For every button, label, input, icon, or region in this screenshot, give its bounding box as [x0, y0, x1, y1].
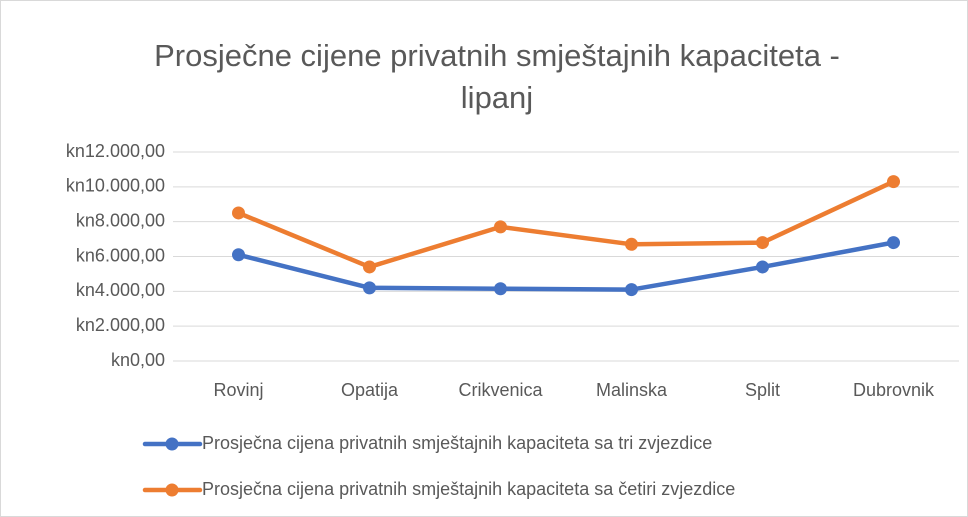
legend-marker: [165, 483, 179, 497]
data-point: [363, 260, 376, 274]
y-tick-label: kn0,00: [111, 350, 165, 370]
data-point: [494, 282, 507, 296]
legend-marker: [165, 437, 179, 451]
legend-label: Prosječna cijena privatnih smještajnih k…: [202, 433, 712, 453]
y-tick-label: kn8.000,00: [76, 210, 165, 230]
chart-title: lipanj: [461, 80, 533, 115]
data-point: [494, 220, 507, 234]
y-tick-label: kn10.000,00: [66, 176, 165, 196]
x-tick-label: Malinska: [596, 380, 668, 400]
data-point: [756, 260, 769, 274]
y-tick-label: kn2.000,00: [76, 315, 165, 335]
x-tick-label: Crikvenica: [458, 380, 543, 400]
data-point: [887, 236, 900, 250]
data-point: [625, 237, 638, 251]
x-tick-label: Split: [745, 380, 780, 400]
legend-label: Prosječna cijena privatnih smještajnih k…: [202, 479, 735, 499]
series-line: [236, 240, 896, 292]
y-tick-label: kn4.000,00: [76, 280, 165, 300]
chart-title: Prosječne cijene privatnih smještajnih k…: [154, 38, 840, 73]
x-tick-label: Opatija: [341, 380, 399, 400]
data-point: [625, 283, 638, 297]
data-point: [363, 281, 376, 295]
y-tick-label: kn12.000,00: [66, 141, 165, 161]
data-point: [756, 236, 769, 250]
data-point: [887, 175, 900, 189]
data-point: [232, 206, 245, 220]
y-tick-label: kn6.000,00: [76, 245, 165, 265]
series-line: [236, 179, 896, 270]
data-point: [232, 248, 245, 262]
x-tick-label: Dubrovnik: [853, 380, 935, 400]
x-tick-label: Rovinj: [213, 380, 263, 400]
